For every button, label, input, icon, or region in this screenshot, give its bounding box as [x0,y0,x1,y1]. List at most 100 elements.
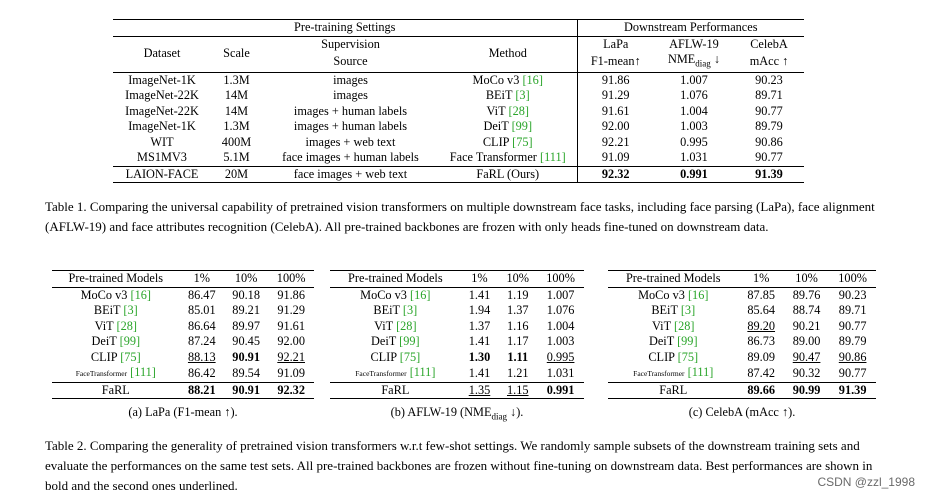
citation: [99] [119,334,141,348]
cell-value: 91.39 [838,382,867,397]
table-row: CLIP [75] 89.09 90.47 90.86 [608,350,876,366]
model-name: DeiT [91,334,117,348]
citation: [3] [123,303,138,317]
model-name: BEiT [93,303,121,317]
model-name: DeiT [648,334,674,348]
cell-model: CLIP [75] [330,350,461,366]
cell-scale: 400M [221,134,252,149]
cell-value: 90.99 [792,382,821,397]
citation: [28] [116,318,138,333]
cell-model: MoCo v3 [16] [52,287,180,303]
model-name: FaceTransformer [633,369,685,378]
citation: [16] [522,72,543,87]
cell-method: MoCo v3 [16] [439,72,577,88]
cell-model: FaRL [659,382,688,397]
cell-value: 90.23 [838,287,867,302]
cell-value: 85.01 [187,303,216,317]
model-name: MoCo v3 [638,287,685,302]
cell-dataset: ImageNet-1K [128,72,196,87]
cell-value: 1.19 [506,287,529,302]
table-row: ImageNet-1K 1.3M images MoCo v3 [16] 91.86 1.… [113,72,804,89]
citation: [28] [673,318,695,333]
table-row: ImageNet-22K 14M images BEiT [3] 91.29 1.076 8… [113,88,804,104]
citation: [16] [130,287,151,302]
cell-model: FaRL [381,382,410,397]
table-2b-aflw: Pre-trained Models 1% 10% 100% MoCo v3 [16] 1… [330,270,584,399]
cell-value: 1.15 [506,382,529,397]
header-scale: Scale [223,46,250,61]
cell-value: 1.16 [506,318,529,333]
table-2b-caption: (b) AFLW-19 (NMEdiag ↓). [390,405,524,422]
citation: [111] [409,365,436,379]
cell-value: 91.09 [277,365,305,380]
cell-model: CLIP [75] [52,350,180,366]
method-name: MoCo v3 [472,72,520,87]
cell-value: 85.64 [747,303,776,317]
cell-value: 1.21 [506,365,529,380]
header-source: Source [333,54,368,69]
cell-value: 86.47 [187,287,216,302]
cell-value: 90.77 [838,318,867,333]
cell-scale: 14M [224,88,249,103]
cell-lapa: 91.61 [576,103,654,120]
cell-aflw: 1.076 [680,88,708,103]
cell-model: FaceTransformer [111] [52,365,180,382]
cell-model: ViT [28] [608,319,739,335]
table-row: DeiT [99] 87.24 90.45 92.00 [52,334,314,350]
cell-value: 89.00 [792,334,821,348]
header-model: Pre-trained Models [68,271,164,285]
cell-model: FaceTransformer [111] [608,365,739,382]
table-1-caption: Table 1. Comparing the universal capabil… [45,199,875,234]
cell-value: 89.09 [747,349,776,364]
cell-value: 1.031 [546,365,575,380]
citation: [3] [680,303,696,317]
model-name: ViT [94,318,114,333]
header-celeba-metric: mAcc ↑ [749,54,789,69]
table-row: WIT 400M images + web text CLIP [75] 92.21 0.… [113,134,804,151]
cell-model: BEiT [3] [330,303,461,319]
group-header-pretraining: Pre-training Settings [294,20,396,34]
citation: [3] [402,303,418,317]
model-name: CLIP [648,349,675,364]
cell-value: 88.13 [187,349,216,364]
citation: [75] [399,349,421,364]
cell-value: 0.995 [546,349,575,364]
method-name: DeiT [483,119,509,134]
cell-value: 89.79 [838,334,867,348]
citation: [16] [410,287,431,302]
citation: [28] [396,318,417,333]
header-model: Pre-trained Models [625,271,721,285]
cell-dataset: ImageNet-22K [125,88,199,103]
cell-method: CLIP [75] [439,135,577,151]
cell-scale: 1.3M [223,72,250,87]
cell-value: 92.21 [277,349,305,364]
cell-source: images [333,72,368,87]
citation: [111] [687,365,714,379]
table-row: ViT [28] 1.37 1.16 1.004 [330,319,584,335]
cell-value: 90.86 [838,349,867,364]
citation: [75] [120,349,141,364]
cell-value: 90.91 [232,349,260,364]
table-row-farl: FaRL 88.21 90.91 92.32 [52,382,314,399]
model-name: MoCo v3 [80,287,128,302]
cell-value: 89.97 [232,318,260,333]
cell-value: 86.42 [187,365,216,380]
cell-scale: 5.1M [223,150,250,165]
cell-model: BEiT [3] [608,303,739,319]
table-row: ViT [28] 89.20 90.21 90.77 [608,319,876,335]
cell-model: CLIP [75] [608,350,739,366]
table-row: ImageNet-22K 14M images + human labels ViT … [113,103,804,120]
cell-model: MoCo v3 [16] [608,287,739,303]
cell-aflw: 1.003 [680,119,708,134]
table-row: BEiT [3] 1.94 1.37 1.076 [330,303,584,319]
table-row: MoCo v3 [16] 87.85 89.76 90.23 [608,287,876,303]
table-row: MS1MV3 5.1M face images + human labels Face… [113,150,804,167]
table-row: ViT [28] 86.64 89.97 91.61 [52,319,314,335]
cell-source: images [333,88,368,103]
cell-model: DeiT [99] [52,334,180,350]
header-100pct: 100% [546,271,575,285]
table-row: FaceTransformer [111] 1.41 1.21 1.031 [330,365,584,382]
citation: [111] [539,150,566,165]
cell-value: 90.21 [792,318,821,333]
watermark: CSDN @zzl_1998 [817,475,915,489]
